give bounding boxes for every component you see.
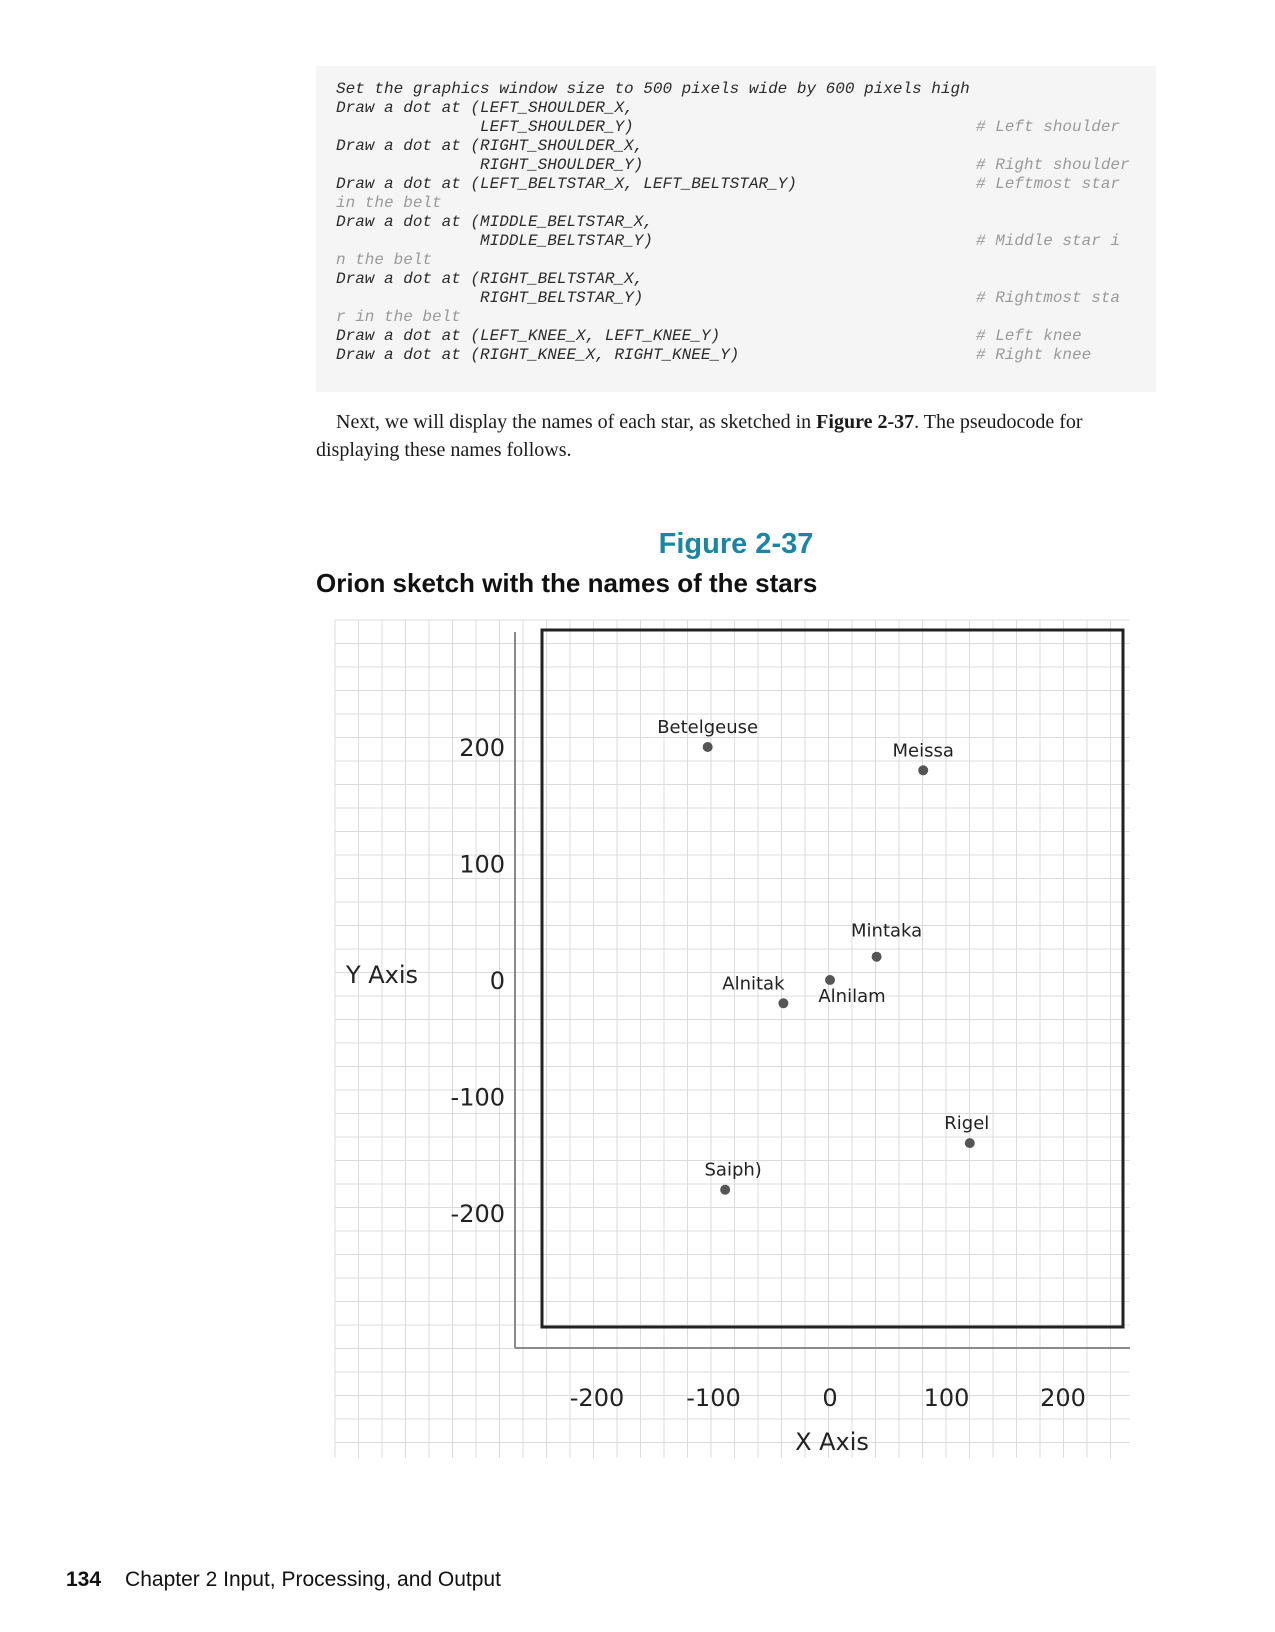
code-text: Draw a dot at (LEFT_BELTSTAR_X, LEFT_BEL… bbox=[336, 175, 797, 193]
code-line: Draw a dot at (LEFT_SHOULDER_X, bbox=[336, 99, 1156, 118]
code-line: n the belt bbox=[336, 251, 1156, 270]
code-comment: # Right knee bbox=[976, 346, 1092, 364]
code-text: Draw a dot at (LEFT_KNEE_X, LEFT_KNEE_Y) bbox=[336, 327, 721, 345]
star-dot bbox=[702, 742, 713, 752]
x-tick-label: -100 bbox=[686, 1384, 740, 1412]
code-line: Set the graphics window size to 500 pixe… bbox=[336, 80, 1156, 99]
y-tick-label: 200 bbox=[459, 734, 505, 762]
body-paragraph: Next, we will display the names of each … bbox=[316, 408, 1156, 464]
code-text: in the belt bbox=[336, 194, 442, 212]
star-name-label: Alnilam bbox=[818, 986, 885, 1007]
star-dot bbox=[825, 975, 835, 985]
code-text: Draw a dot at (MIDDLE_BELTSTAR_X, bbox=[336, 213, 653, 231]
code-text: Set the graphics window size to 500 pixe… bbox=[336, 80, 970, 98]
code-line: Draw a dot at (LEFT_KNEE_X, LEFT_KNEE_Y)… bbox=[336, 327, 1156, 346]
star-dot bbox=[918, 765, 929, 776]
code-text: Draw a dot at (RIGHT_BELTSTAR_X, bbox=[336, 270, 644, 288]
code-text: Draw a dot at (RIGHT_KNEE_X, RIGHT_KNEE_… bbox=[336, 346, 740, 364]
star-dot bbox=[871, 951, 882, 962]
x-tick-label: -200 bbox=[570, 1384, 624, 1412]
code-line: r in the belt bbox=[336, 308, 1156, 327]
code-comment: # Rightmost sta bbox=[976, 289, 1121, 307]
figure-caption: Orion sketch with the names of the stars bbox=[316, 568, 818, 598]
star-dot bbox=[778, 998, 789, 1009]
axis-tick-labels: -200 -100 0 100 200 200 100 0 -100 -200 bbox=[451, 734, 1086, 1412]
code-line: Draw a dot at (MIDDLE_BELTSTAR_X, bbox=[336, 213, 1156, 232]
star-dot bbox=[720, 1184, 731, 1195]
paragraph-text-after: . The pseudocode for displaying these na… bbox=[316, 411, 1083, 461]
code-comment: # Middle star i bbox=[976, 232, 1121, 250]
code-text: r in the belt bbox=[336, 308, 461, 326]
graph-paper-grid bbox=[334, 619, 1130, 1458]
code-line: Draw a dot at (LEFT_BELTSTAR_X, LEFT_BEL… bbox=[336, 175, 1156, 194]
star-name-label: Alnitak bbox=[722, 973, 785, 994]
code-text: MIDDLE_BELTSTAR_Y) bbox=[336, 232, 653, 250]
code-line: LEFT_SHOULDER_Y) # Left shoulder bbox=[336, 118, 1156, 137]
figure-reference: Figure 2-37 bbox=[816, 411, 915, 433]
code-comment: # Left knee bbox=[976, 327, 1082, 345]
x-tick-label: 100 bbox=[924, 1384, 970, 1412]
code-line: in the belt bbox=[336, 194, 1156, 213]
code-line: MIDDLE_BELTSTAR_Y) # Middle star i bbox=[336, 232, 1156, 251]
code-comment: # Leftmost star bbox=[976, 175, 1121, 193]
page-number: 134 bbox=[66, 1568, 102, 1591]
code-line: Draw a dot at (RIGHT_KNEE_X, RIGHT_KNEE_… bbox=[336, 346, 1156, 365]
star-name-label: Rigel bbox=[944, 1113, 989, 1134]
star-name-label: Betelgeuse bbox=[657, 717, 758, 738]
y-tick-label: 100 bbox=[459, 851, 505, 879]
y-tick-label: -100 bbox=[451, 1084, 505, 1112]
x-tick-label: 0 bbox=[822, 1384, 837, 1412]
code-text: n the belt bbox=[336, 251, 433, 269]
code-text: RIGHT_BELTSTAR_Y) bbox=[336, 289, 644, 307]
chapter-title: Chapter 2 Input, Processing, and Output bbox=[125, 1568, 501, 1591]
figure-label: Figure 2-37 bbox=[658, 528, 814, 560]
code-line: Draw a dot at (RIGHT_BELTSTAR_X, bbox=[336, 270, 1156, 289]
y-tick-label: 0 bbox=[490, 967, 505, 995]
x-axis-label: X Axis bbox=[795, 1428, 869, 1456]
page-footer: 134 Chapter 2 Input, Processing, and Outp… bbox=[66, 1568, 501, 1592]
code-text: LEFT_SHOULDER_Y) bbox=[336, 118, 634, 136]
code-line: RIGHT_SHOULDER_Y) # Right shoulder bbox=[336, 156, 1156, 175]
code-text: RIGHT_SHOULDER_Y) bbox=[336, 156, 644, 174]
code-text: Draw a dot at (RIGHT_SHOULDER_X, bbox=[336, 137, 644, 155]
star-name-label: Mintaka bbox=[851, 921, 922, 942]
y-axis-label: Y Axis bbox=[345, 961, 418, 989]
code-line: RIGHT_BELTSTAR_Y) # Rightmost sta bbox=[336, 289, 1156, 308]
star-name-label: Saiph) bbox=[704, 1160, 761, 1181]
code-text: Draw a dot at (LEFT_SHOULDER_X, bbox=[336, 99, 634, 117]
code-line: Draw a dot at (RIGHT_SHOULDER_X, bbox=[336, 137, 1156, 156]
star-points: Betelgeuse Meissa Mintaka Alnilam Alnitak Rig… bbox=[657, 717, 989, 1195]
x-tick-label: 200 bbox=[1040, 1384, 1086, 1412]
graphics-window-frame bbox=[540, 628, 1125, 1329]
code-comment: # Left shoulder bbox=[976, 118, 1121, 136]
pseudocode-block: Set the graphics window size to 500 pixe… bbox=[316, 66, 1156, 392]
star-dot bbox=[964, 1138, 975, 1149]
paragraph-text-before: Next, we will display the names of each … bbox=[336, 411, 817, 433]
star-name-label: Meissa bbox=[892, 740, 953, 761]
y-tick-label: -200 bbox=[451, 1200, 505, 1228]
code-comment: # Right shoulder bbox=[976, 156, 1130, 174]
